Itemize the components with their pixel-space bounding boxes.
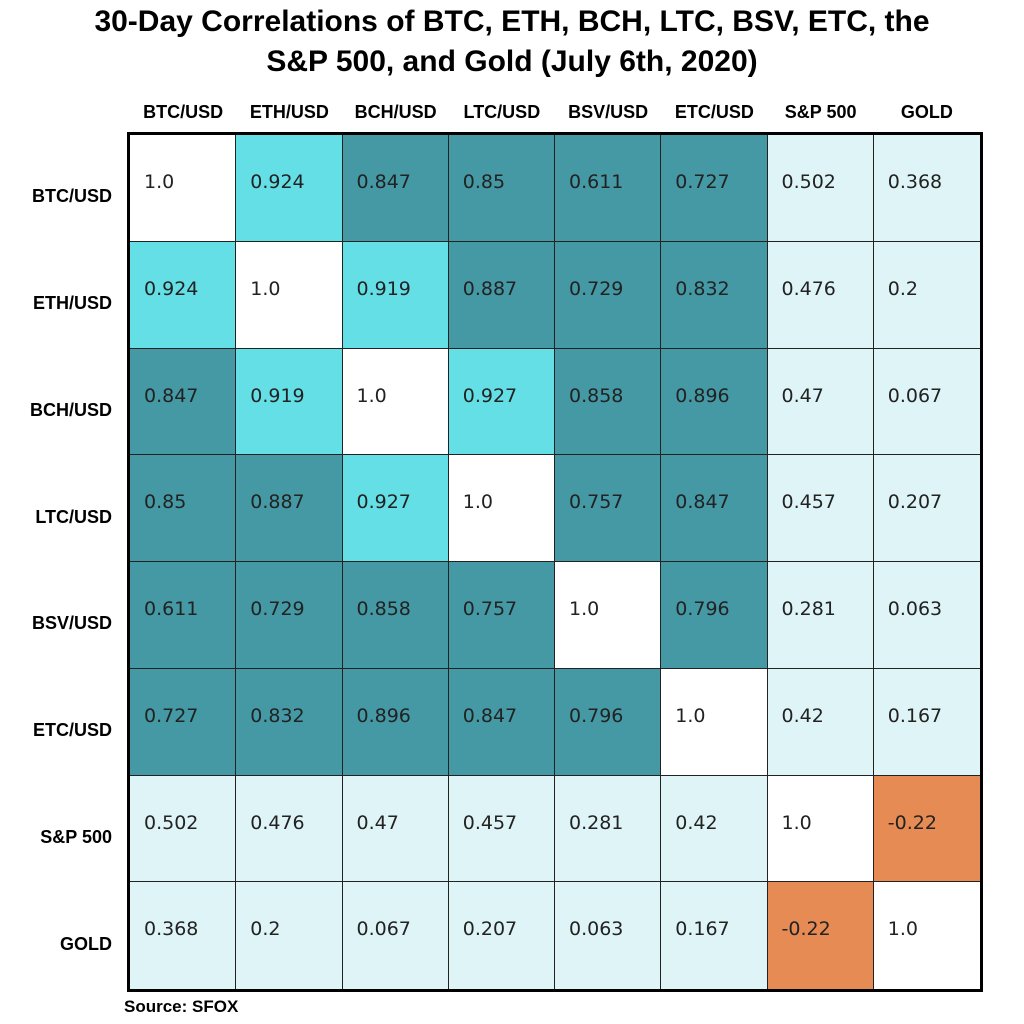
- heatmap-cell-bch-usd-ltc-usd: 0.927: [448, 348, 555, 456]
- heatmap-cell-bsv-usd-btc-usd: 0.611: [130, 562, 237, 669]
- heatmap-cell-ltc-usd-ltc-usd: 1.0: [448, 455, 555, 562]
- heatmap-cell-ltc-usd-bsv-usd: 0.757: [555, 455, 662, 562]
- heatmap-cell-ltc-usd-bch-usd: 0.927: [342, 455, 449, 562]
- heatmap-cell-etc-usd-btc-usd: 0.727: [130, 668, 237, 776]
- heatmap-cell-ltc-usd-btc-usd: 0.85: [130, 455, 237, 562]
- heatmap-cell-ltc-usd-s-p-500: 0.457: [767, 455, 874, 562]
- column-label-ltc-usd: LTC/USD: [463, 102, 541, 122]
- heatmap-cell-bsv-usd-bsv-usd: 1.0: [555, 562, 662, 669]
- heatmap-cell-eth-usd-bsv-usd: 0.729: [555, 241, 662, 349]
- heatmap-cell-etc-usd-gold: 0.167: [873, 668, 980, 776]
- correlation-heatmap: 1.0 0.924 0.847 0.85 0.611 0.727 0.502 0.368 0.9…: [127, 132, 983, 992]
- heatmap-cell-etc-usd-s-p-500: 0.42: [767, 668, 874, 776]
- heatmap-cell-btc-usd-s-p-500: 0.502: [767, 135, 874, 242]
- heatmap-cell-bsv-usd-ltc-usd: 0.757: [448, 562, 555, 669]
- heatmap-cell-eth-usd-bch-usd: 0.919: [342, 241, 449, 349]
- column-label-bsv-usd: BSV/USD: [568, 102, 649, 122]
- heatmap-cell-bch-usd-eth-usd: 0.919: [236, 348, 343, 456]
- row-label-gold: GOLD: [60, 933, 112, 954]
- heatmap-cell-bch-usd-etc-usd: 0.896: [661, 348, 768, 456]
- heatmap-cell-s-p-500-bsv-usd: 0.281: [555, 775, 662, 883]
- row-label-ltc-usd: LTC/USD: [35, 506, 112, 527]
- heatmap-cell-bsv-usd-bch-usd: 0.858: [342, 562, 449, 669]
- heatmap-cell-s-p-500-btc-usd: 0.502: [130, 775, 237, 883]
- heatmap-cell-eth-usd-gold: 0.2: [873, 241, 980, 349]
- heatmap-cell-eth-usd-etc-usd: 0.832: [661, 241, 768, 349]
- heatmap-cell-btc-usd-etc-usd: 0.727: [661, 135, 768, 242]
- heatmap-cell-ltc-usd-gold: 0.207: [873, 455, 980, 562]
- heatmap-cell-etc-usd-etc-usd: 1.0: [661, 668, 768, 776]
- heatmap-cell-gold-bch-usd: 0.067: [342, 882, 449, 989]
- source-note: Source: SFOX: [124, 997, 239, 1016]
- row-label-bch-usd: BCH/USD: [29, 399, 112, 420]
- heatmap-cell-btc-usd-bch-usd: 0.847: [342, 135, 449, 242]
- heatmap-cell-gold-etc-usd: 0.167: [661, 882, 768, 989]
- heatmap-cell-btc-usd-btc-usd: 1.0: [130, 135, 237, 242]
- heatmap-cell-eth-usd-btc-usd: 0.924: [130, 241, 237, 349]
- row-label-s-p-500: S&P 500: [40, 826, 112, 847]
- column-label-s-p-500: S&P 500: [784, 102, 857, 122]
- column-label-btc-usd: BTC/USD: [143, 102, 224, 122]
- heatmap-cell-eth-usd-ltc-usd: 0.887: [448, 241, 555, 349]
- row-label-etc-usd: ETC/USD: [32, 720, 112, 741]
- heatmap-cell-etc-usd-ltc-usd: 0.847: [448, 668, 555, 776]
- heatmap-cell-gold-s-p-500: -0.22: [767, 882, 874, 989]
- heatmap-cell-bsv-usd-gold: 0.063: [873, 562, 980, 669]
- heatmap-cell-etc-usd-bch-usd: 0.896: [342, 668, 449, 776]
- heatmap-cell-s-p-500-etc-usd: 0.42: [661, 775, 768, 883]
- heatmap-cell-ltc-usd-eth-usd: 0.887: [236, 455, 343, 562]
- heatmap-cell-ltc-usd-etc-usd: 0.847: [661, 455, 768, 562]
- chart-title-line-1: 30-Day Correlations of BTC, ETH, BCH, LT…: [94, 5, 930, 38]
- heatmap-cell-s-p-500-gold: -0.22: [873, 775, 980, 883]
- heatmap-cell-gold-btc-usd: 0.368: [130, 882, 237, 989]
- heatmap-cell-bch-usd-btc-usd: 0.847: [130, 348, 237, 456]
- heatmap-cell-eth-usd-eth-usd: 1.0: [236, 241, 343, 349]
- heatmap-cell-gold-bsv-usd: 0.063: [555, 882, 662, 989]
- column-label-gold: GOLD: [900, 102, 953, 122]
- heatmap-cell-eth-usd-s-p-500: 0.476: [767, 241, 874, 349]
- chart-title-line-2: S&P 500, and Gold (July 6th, 2020): [266, 45, 758, 78]
- heatmap-cell-s-p-500-eth-usd: 0.476: [236, 775, 343, 883]
- heatmap-cell-bch-usd-bch-usd: 1.0: [342, 348, 449, 456]
- heatmap-cell-gold-eth-usd: 0.2: [236, 882, 343, 989]
- heatmap-cell-bch-usd-gold: 0.067: [873, 348, 980, 456]
- row-label-eth-usd: ETH/USD: [32, 293, 112, 314]
- column-label-etc-usd: ETC/USD: [674, 102, 754, 122]
- heatmap-cell-bch-usd-bsv-usd: 0.858: [555, 348, 662, 456]
- heatmap-cell-bsv-usd-etc-usd: 0.796: [661, 562, 768, 669]
- heatmap-cell-s-p-500-ltc-usd: 0.457: [448, 775, 555, 883]
- heatmap-cell-btc-usd-bsv-usd: 0.611: [555, 135, 662, 242]
- heatmap-cell-gold-ltc-usd: 0.207: [448, 882, 555, 989]
- heatmap-cell-s-p-500-s-p-500: 1.0: [767, 775, 874, 883]
- row-label-bsv-usd: BSV/USD: [31, 613, 112, 634]
- heatmap-cell-etc-usd-eth-usd: 0.832: [236, 668, 343, 776]
- column-label-bch-usd: BCH/USD: [354, 102, 437, 122]
- chart-title: 30-Day Correlations of BTC, ETH, BCH, LT…: [0, 2, 1024, 82]
- heatmap-cell-btc-usd-ltc-usd: 0.85: [448, 135, 555, 242]
- heatmap-cell-bch-usd-s-p-500: 0.47: [767, 348, 874, 456]
- heatmap-cell-btc-usd-gold: 0.368: [873, 135, 980, 242]
- heatmap-cell-btc-usd-eth-usd: 0.924: [236, 135, 343, 242]
- heatmap-cell-s-p-500-bch-usd: 0.47: [342, 775, 449, 883]
- heatmap-cell-gold-gold: 1.0: [873, 882, 980, 989]
- column-label-eth-usd: ETH/USD: [249, 102, 329, 122]
- heatmap-cell-bsv-usd-eth-usd: 0.729: [236, 562, 343, 669]
- heatmap-cell-etc-usd-bsv-usd: 0.796: [555, 668, 662, 776]
- heatmap-cell-bsv-usd-s-p-500: 0.281: [767, 562, 874, 669]
- row-label-btc-usd: BTC/USD: [32, 186, 112, 207]
